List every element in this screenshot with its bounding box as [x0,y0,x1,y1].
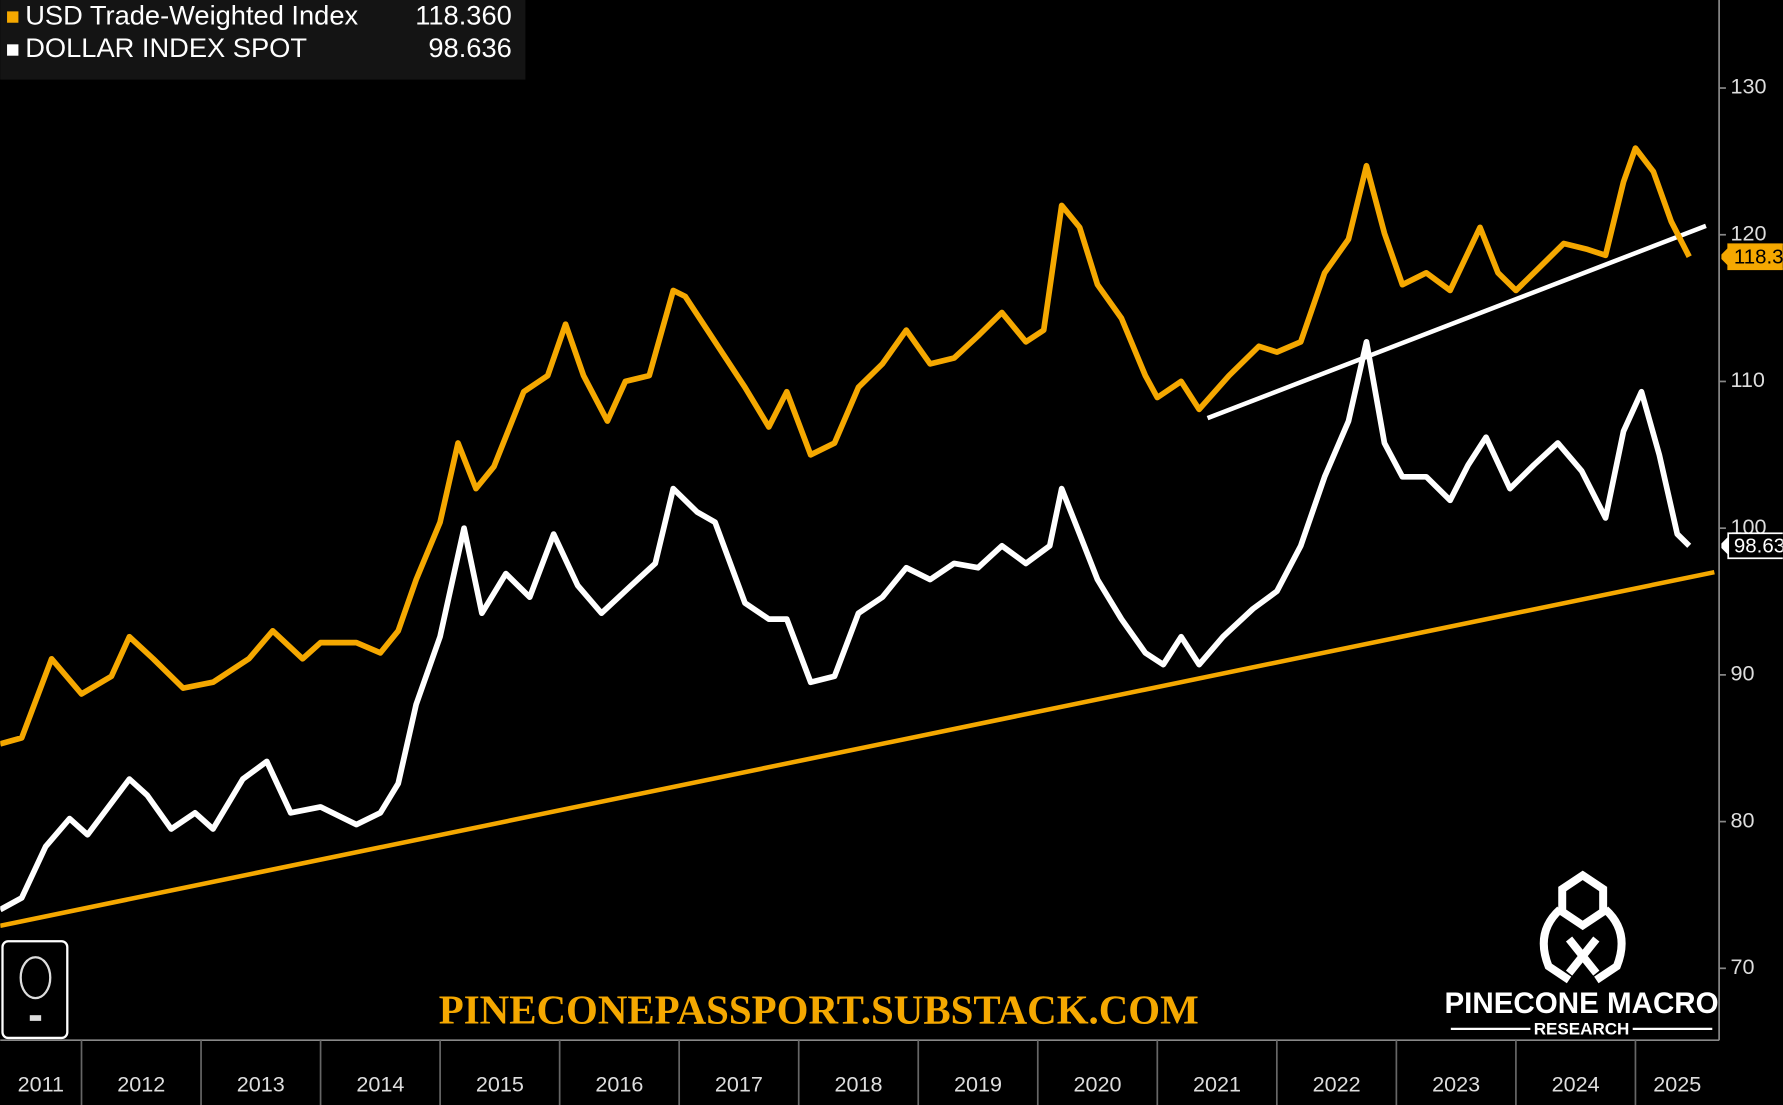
legend: USD Trade-Weighted Index 118.360 DOLLAR IN… [0,0,526,80]
y-tick-label: 90 [1730,661,1754,686]
legend-swatch [7,11,19,23]
y-tick-label: 120 [1730,220,1766,245]
x-tick-label: 2014 [356,1071,404,1096]
trendline [0,569,1715,928]
last-value-pointer [1721,247,1729,266]
x-tick-label: 2023 [1432,1071,1480,1096]
legend-swatch [7,44,19,56]
x-tick-label: 2013 [237,1071,285,1096]
y-tick-label: 110 [1730,367,1764,392]
last-value-pointer [1721,536,1729,555]
x-tick-label: 2011 [18,1071,64,1096]
watermark-group: PINECONEPASSPORT.SUBSTACK.COM PINECONE M… [1,870,1719,1040]
watermark: PINECONEPASSPORT.SUBSTACK.COM [439,987,1199,1032]
x-tick-label: 2022 [1313,1071,1361,1096]
series-line [0,339,1692,913]
last-value-label: 118.360 [1734,245,1783,268]
x-tick-label: 2015 [476,1071,524,1096]
legend-value: 118.360 [415,0,512,30]
brand-name: PINECONE MACRO [1444,987,1718,1020]
x-tick-label: 2024 [1552,1071,1600,1096]
x-tick-label: 2017 [715,1071,763,1096]
legend-box [0,0,526,80]
legend-value: 98.636 [428,32,511,63]
x-tick-label: 2020 [1074,1071,1122,1096]
x-tick-label: 2012 [117,1071,165,1096]
last-value-tags: 118.360 98.636 [1721,243,1783,560]
x-tick-label: 2025 [1653,1071,1701,1096]
y-tick-label: 70 [1730,954,1754,979]
legend-label: USD Trade-Weighted Index [25,0,358,30]
series-line [0,145,1692,747]
trendline [1206,223,1707,421]
logo-cone [19,956,52,1000]
x-tick-label: 2019 [954,1071,1002,1096]
x-tick-label: 2018 [834,1071,882,1096]
y-tick-label: 130 [1730,74,1766,99]
x-tick-label: 2021 [1193,1071,1241,1096]
last-value-label: 98.636 [1734,534,1783,557]
brand-sub: RESEARCH [1534,1019,1630,1038]
brand-logo [1539,870,1626,984]
y-tick-label: 80 [1730,807,1754,832]
legend-label: DOLLAR INDEX SPOT [25,32,307,63]
logo-mark [29,1015,42,1021]
x-tick-label: 2016 [595,1071,643,1096]
plot-area [0,145,1715,928]
logo-frame [1,940,69,1040]
